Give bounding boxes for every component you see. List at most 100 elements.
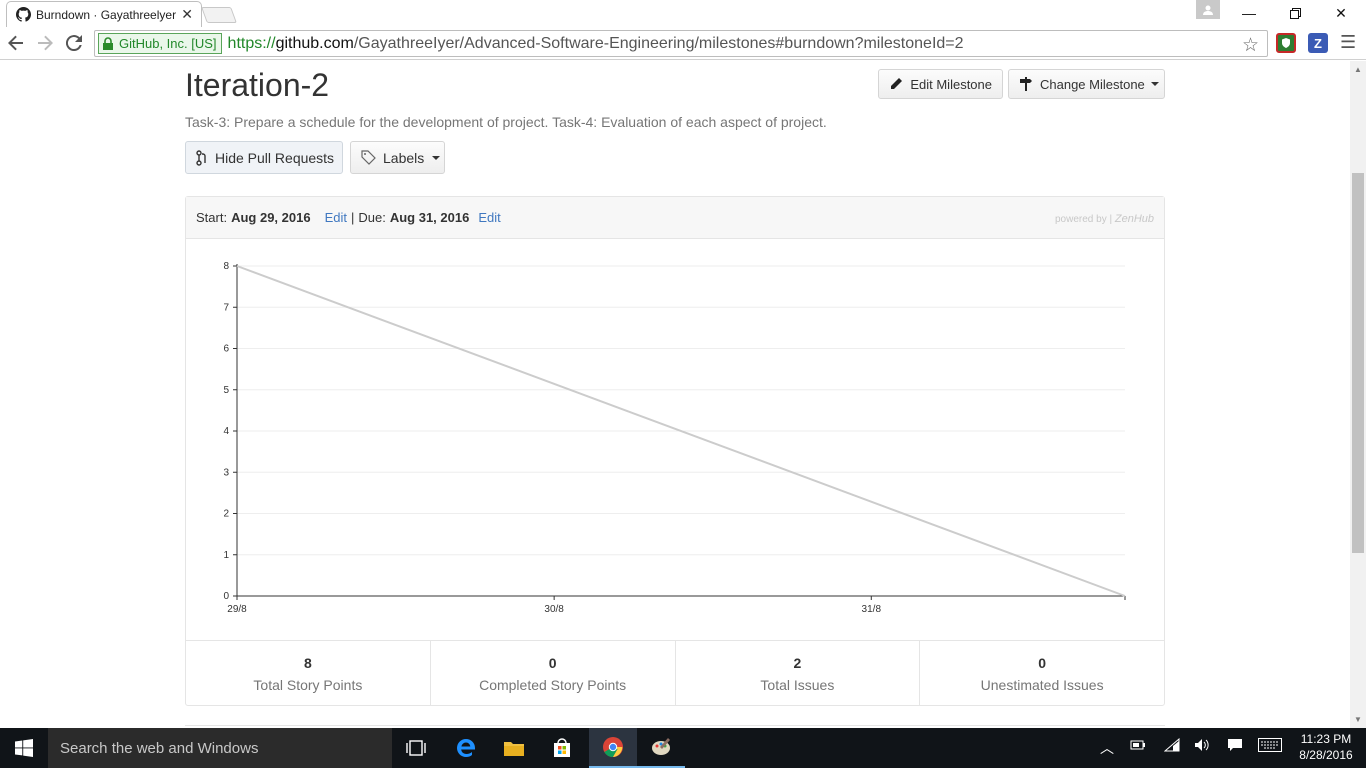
minimize-icon[interactable]: — [1242, 5, 1256, 21]
chrome-menu-icon[interactable]: ☰ [1340, 32, 1357, 52]
stat-value: 0 [548, 655, 557, 671]
milestone-description: Task-3: Prepare a schedule for the devel… [185, 114, 827, 130]
start-date: Aug 29, 2016 [231, 210, 311, 225]
burndown-panel: Start: Aug 29, 2016 Edit | Due: Aug 31, … [185, 196, 1165, 706]
edge-browser-icon[interactable] [442, 728, 490, 768]
clock-time: 11:23 PM [1300, 732, 1352, 746]
edit-due-link[interactable]: Edit [478, 210, 501, 225]
y-tick-label: 8 [223, 261, 229, 272]
restore-icon[interactable] [1272, 0, 1318, 26]
page-content: Iteration-2 Task-3: Prepare a schedule f… [0, 61, 1350, 728]
next-section-border [185, 725, 1165, 728]
close-window-icon[interactable]: ✕ [1335, 4, 1347, 21]
clock-date: 8/28/2016 [1299, 748, 1353, 762]
pencil-icon [889, 76, 903, 92]
stat-label: Unestimated Issues [980, 677, 1104, 693]
y-tick-label: 6 [223, 344, 229, 355]
milestone-title: Iteration-2 [185, 67, 330, 103]
show-hidden-icons-icon[interactable]: ︿ [1100, 740, 1114, 756]
keyboard-icon[interactable] [1258, 738, 1282, 755]
task-view-icon[interactable] [392, 728, 440, 768]
tab-title: Burndown · Gayathreelyer [36, 7, 177, 22]
address-bar[interactable]: GitHub, Inc. [US] https://github.com/Gay… [94, 30, 1268, 57]
scroll-up-arrow-icon[interactable]: ▲ [1354, 65, 1362, 74]
browser-toolbar: GitHub, Inc. [US] https://github.com/Gay… [0, 27, 1366, 60]
volume-icon[interactable] [1194, 738, 1210, 755]
github-icon [15, 7, 31, 23]
stat-value: 2 [793, 655, 802, 671]
action-center-icon[interactable] [1227, 738, 1243, 755]
tag-icon [361, 150, 376, 166]
system-clock[interactable]: 11:23 PM 8/28/2016 [1292, 731, 1360, 763]
y-tick-label: 4 [223, 426, 229, 437]
stat-label: Completed Story Points [479, 677, 627, 693]
browser-tab[interactable]: Burndown · Gayathreelyer ✕ [6, 1, 202, 27]
extension-shield-icon[interactable] [1276, 33, 1296, 53]
ev-label: GitHub, Inc. [US] [119, 36, 217, 51]
zenhub-extension-icon[interactable]: Z [1308, 33, 1328, 53]
file-explorer-icon[interactable] [490, 728, 538, 768]
milestone-stats: 8 Total Story Points 0 Completed Story P… [186, 640, 1164, 705]
reload-icon[interactable] [62, 31, 86, 55]
windows-taskbar: Search the web and Windows ︿ 11:23 PM 8/… [0, 728, 1366, 768]
powered-by-text: powered by | [1055, 214, 1113, 225]
due-date: Aug 31, 2016 [389, 210, 470, 225]
store-icon[interactable] [538, 728, 586, 768]
scroll-down-arrow-icon[interactable]: ▼ [1354, 715, 1362, 724]
stat-label: Total Issues [760, 677, 835, 693]
tab-strip: Burndown · Gayathreelyer ✕ — ✕ [0, 0, 1366, 27]
tab-close-icon[interactable]: ✕ [181, 6, 193, 22]
url-text[interactable]: https://github.com/GayathreeIyer/Advance… [228, 35, 964, 53]
paint-app-icon[interactable] [637, 728, 685, 768]
change-milestone-button[interactable]: Change Milestone [1008, 69, 1165, 99]
x-tick-label: 31/8 [862, 604, 882, 615]
chevron-down-icon [432, 155, 441, 160]
x-tick-label: 29/8 [227, 604, 247, 615]
stat-label: Total Story Points [253, 677, 363, 693]
labels-button[interactable]: Labels [350, 141, 445, 174]
x-tick-label: 30/8 [544, 604, 564, 615]
url-scheme: https:// [227, 34, 276, 52]
y-tick-label: 1 [223, 550, 229, 561]
url-host: github.com [275, 34, 354, 52]
stat-completed-story-points: 0 Completed Story Points [429, 641, 675, 705]
user-profile-icon[interactable] [1196, 0, 1220, 19]
back-arrow-icon[interactable] [4, 31, 28, 55]
hide-pull-requests-button[interactable]: Hide Pull Requests [185, 141, 343, 174]
page-scrollbar[interactable]: ▲ ▼ [1350, 61, 1366, 728]
taskbar-search-box[interactable]: Search the web and Windows [48, 728, 392, 768]
bookmark-star-icon[interactable]: ☆ [1241, 35, 1259, 56]
burndown-header: Start: Aug 29, 2016 Edit | Due: Aug 31, … [186, 197, 1164, 239]
chevron-down-icon [1150, 82, 1159, 86]
y-tick-label: 2 [223, 509, 229, 520]
edit-milestone-button[interactable]: Edit Milestone [878, 69, 1003, 99]
edit-start-link[interactable]: Edit [324, 210, 347, 225]
new-tab-button[interactable] [201, 7, 237, 23]
stat-value: 0 [1038, 655, 1047, 671]
labels-label: Labels [383, 149, 425, 166]
pull-request-icon [196, 149, 208, 166]
powered-by-zenhub[interactable]: powered by | ZenHub [1055, 213, 1154, 225]
chrome-taskbar-icon[interactable] [589, 728, 637, 768]
windows-start-icon[interactable] [0, 728, 48, 768]
stat-total-story-points: 8 Total Story Points [186, 641, 430, 705]
change-milestone-label: Change Milestone [1040, 76, 1145, 92]
signpost-icon [1019, 76, 1033, 92]
y-tick-label: 3 [223, 467, 229, 478]
url-path: /GayathreeIyer/Advanced-Software-Enginee… [353, 34, 964, 52]
battery-icon[interactable] [1130, 738, 1146, 755]
ideal-burndown-line [236, 265, 1126, 597]
stat-unestimated-issues: 0 Unestimated Issues [919, 641, 1164, 705]
hide-pull-requests-label: Hide Pull Requests [215, 149, 335, 166]
y-tick-label: 5 [223, 385, 229, 396]
zenhub-brand: ZenHub [1114, 213, 1154, 225]
burndown-chart: 0 1 2 3 4 5 6 7 8 29/8 30/8 31/8 [223, 261, 1126, 615]
stat-value: 8 [303, 655, 312, 671]
date-separator: | [350, 210, 355, 225]
scrollbar-thumb[interactable] [1352, 173, 1364, 553]
wifi-icon[interactable] [1163, 737, 1180, 755]
ev-certificate-badge[interactable]: GitHub, Inc. [US] [98, 33, 222, 54]
edit-milestone-label: Edit Milestone [910, 76, 992, 92]
y-tick-label: 0 [223, 591, 229, 602]
forward-arrow-icon[interactable] [33, 31, 57, 55]
